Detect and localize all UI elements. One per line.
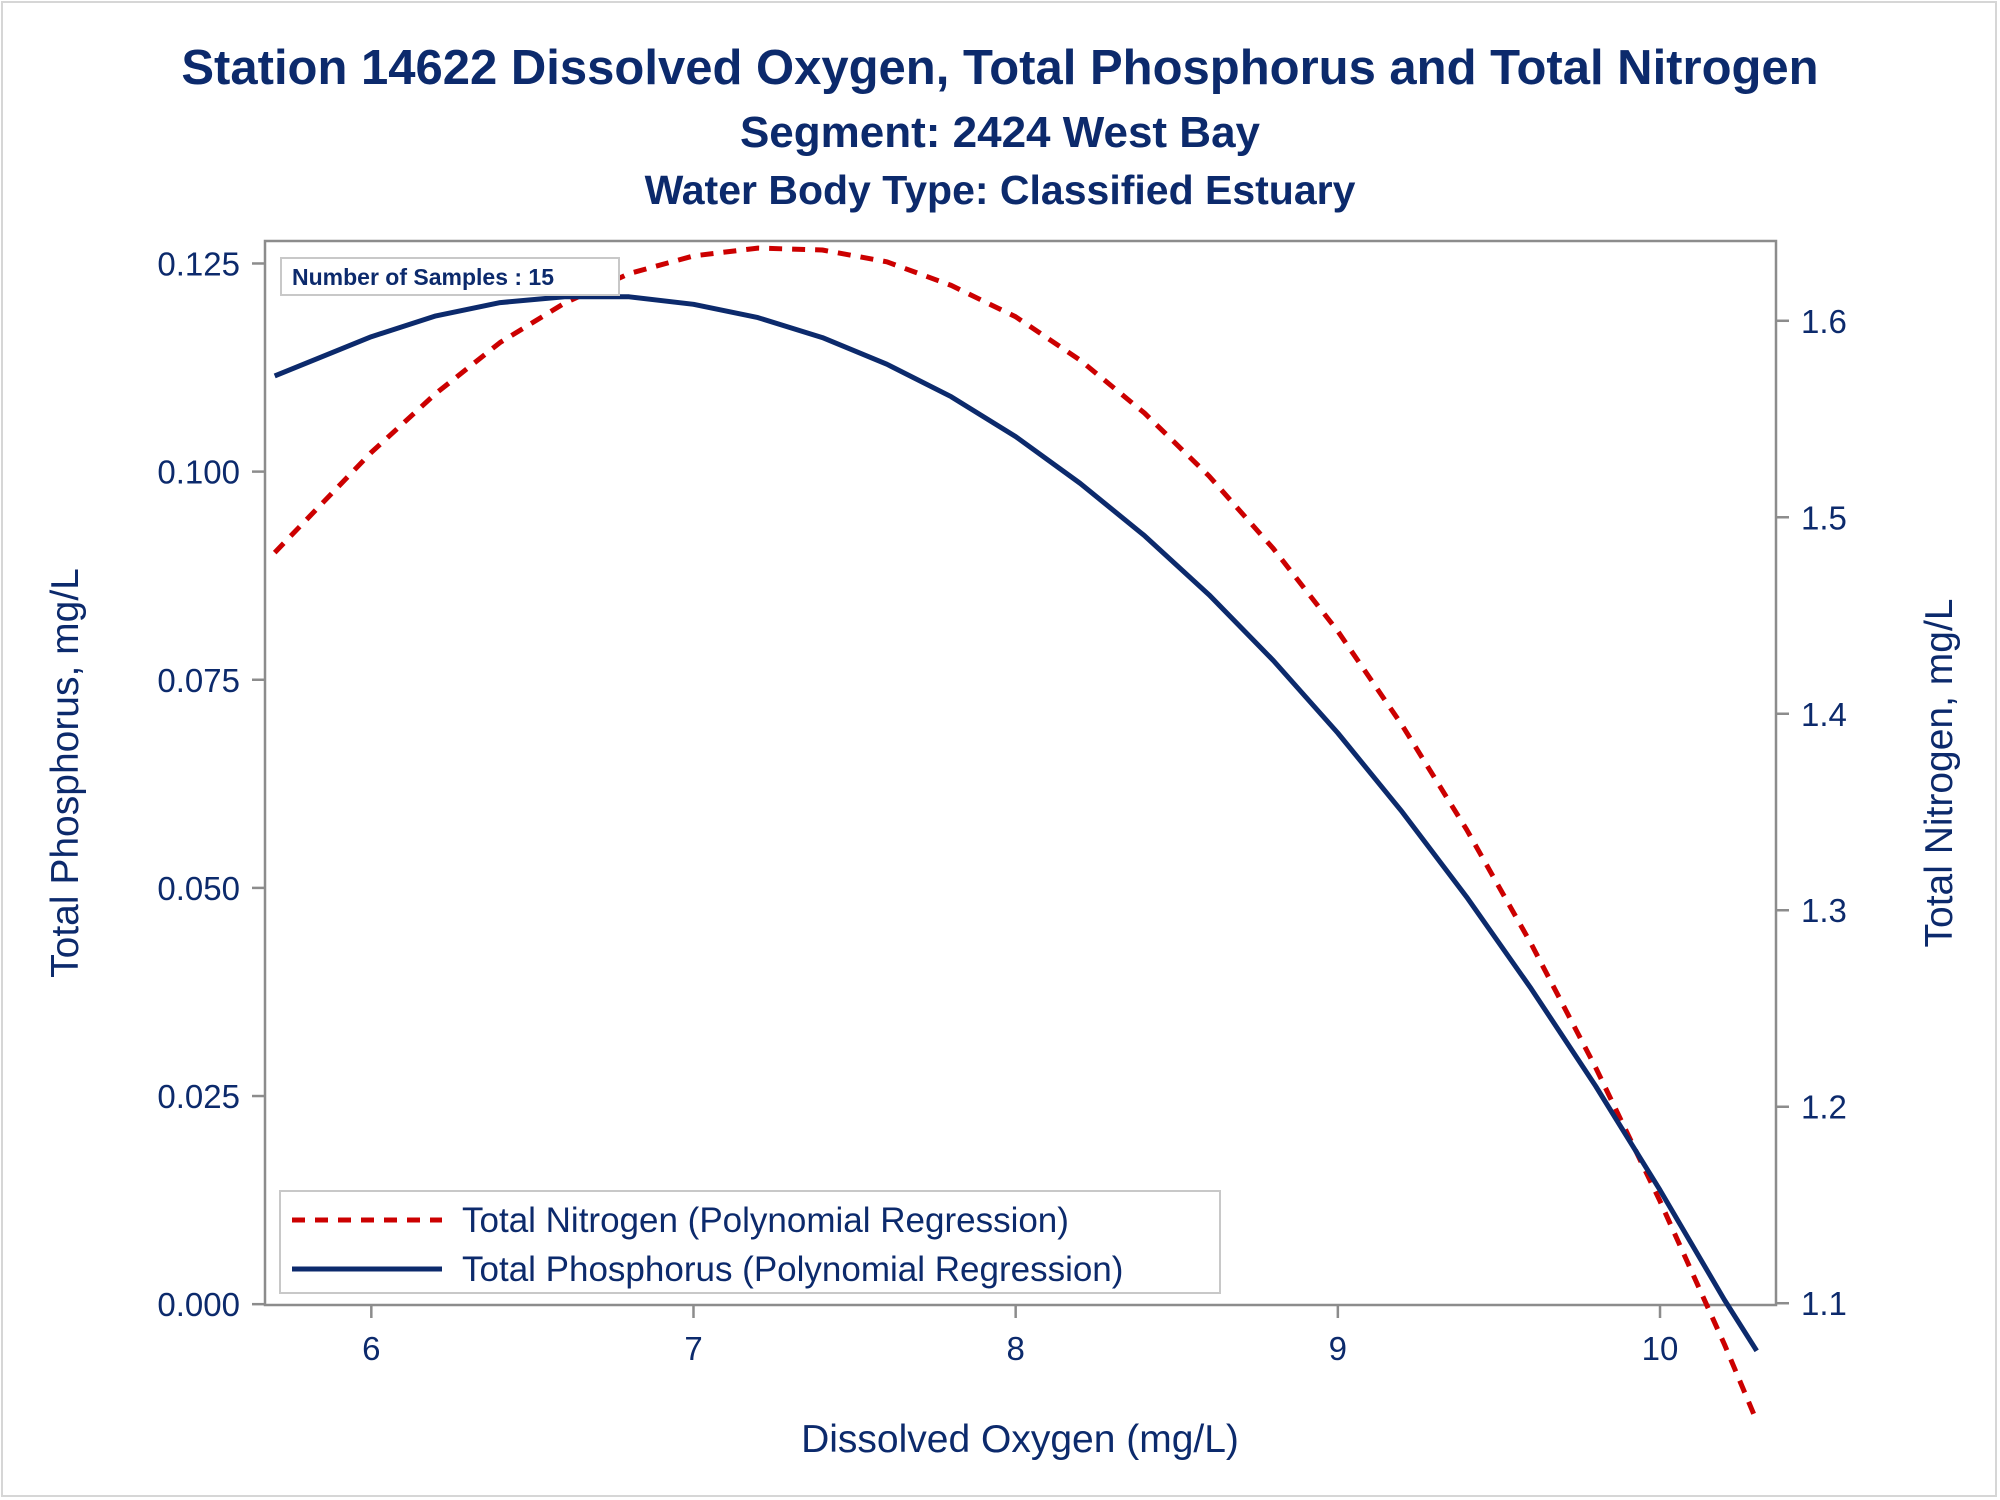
y-axis-label: Total Phosphorus, mg/L (44, 568, 87, 978)
y-axis-left: 0.000 0.025 0.050 0.075 0.100 0.125 (157, 245, 265, 1323)
legend-label-phosphorus: Total Phosphorus (Polynomial Regression) (462, 1250, 1123, 1289)
x-tick-label: 8 (1006, 1330, 1024, 1367)
y-tick-label: 0.050 (157, 870, 240, 907)
legend: Total Nitrogen (Polynomial Regression) T… (279, 1190, 1221, 1294)
chart-subtitle: Segment: 2424 West Bay (739, 108, 1261, 157)
x-axis: 6 7 8 9 10 (362, 1305, 1678, 1367)
legend-box (279, 1190, 1221, 1294)
series-group (272, 245, 1760, 1423)
y-axis-right: 1.1 1.2 1.3 1.4 1.5 1.6 (1776, 303, 1847, 1322)
y-tick-label: 0.025 (157, 1078, 240, 1115)
series-line-total-nitrogen (272, 245, 1760, 1423)
x-tick-label: 6 (362, 1330, 380, 1367)
y2-tick-label: 1.1 (1801, 1285, 1847, 1322)
inset-box (280, 257, 620, 296)
x-tick-label: 7 (684, 1330, 702, 1367)
y2-axis-label: Total Nitrogen, mg/L (1918, 598, 1961, 947)
plot-area (263, 239, 1778, 1307)
legend-label-nitrogen: Total Nitrogen (Polynomial Regression) (462, 1201, 1069, 1240)
y-tick-label: 0.075 (157, 662, 240, 699)
x-axis-label: Dissolved Oxygen (mg/L) (801, 1418, 1239, 1461)
y-tick-label: 0.000 (157, 1286, 240, 1323)
y2-tick-label: 1.5 (1801, 499, 1847, 536)
y2-tick-label: 1.3 (1801, 892, 1847, 929)
y-tick-label: 0.100 (157, 454, 240, 491)
chart-subtitle-2: Water Body Type: Classified Estuary (644, 167, 1356, 213)
chart-title: Station 14622 Dissolved Oxygen, Total Ph… (181, 41, 1819, 95)
y2-tick-label: 1.6 (1801, 303, 1847, 340)
inset-text: Number of Samples : 15 (292, 264, 554, 290)
x-tick-label: 10 (1642, 1330, 1679, 1367)
y2-tick-label: 1.4 (1801, 696, 1847, 733)
x-tick-label: 9 (1329, 1330, 1347, 1367)
series-line-total-phosphorus (273, 294, 1759, 1353)
sample-count-inset: Number of Samples : 15 (280, 257, 620, 296)
y2-tick-label: 1.2 (1801, 1089, 1847, 1126)
y-tick-label: 0.125 (157, 245, 240, 282)
